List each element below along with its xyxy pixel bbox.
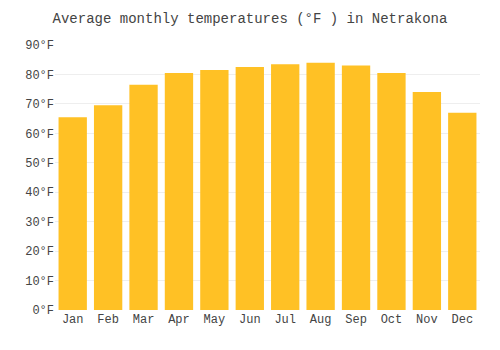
svg-text:Oct: Oct bbox=[381, 313, 403, 327]
svg-text:Average monthly temperatures (: Average monthly temperatures (°F ) in Ne… bbox=[53, 11, 448, 27]
svg-text:Nov: Nov bbox=[416, 313, 438, 327]
svg-text:70°F: 70°F bbox=[25, 98, 54, 112]
svg-text:Jul: Jul bbox=[274, 313, 296, 327]
svg-text:Dec: Dec bbox=[451, 313, 473, 327]
svg-text:Sep: Sep bbox=[345, 313, 367, 327]
svg-text:90°F: 90°F bbox=[25, 39, 54, 53]
svg-text:Mar: Mar bbox=[133, 313, 155, 327]
svg-text:May: May bbox=[204, 313, 226, 327]
svg-text:Aug: Aug bbox=[310, 313, 332, 327]
svg-text:50°F: 50°F bbox=[25, 157, 54, 171]
svg-text:80°F: 80°F bbox=[25, 69, 54, 83]
svg-text:10°F: 10°F bbox=[25, 275, 54, 289]
svg-text:0°F: 0°F bbox=[32, 304, 54, 318]
svg-text:Apr: Apr bbox=[168, 313, 190, 327]
svg-text:20°F: 20°F bbox=[25, 245, 54, 259]
svg-text:Feb: Feb bbox=[97, 313, 119, 327]
svg-text:Jan: Jan bbox=[62, 313, 84, 327]
svg-text:40°F: 40°F bbox=[25, 186, 54, 200]
svg-text:Jun: Jun bbox=[239, 313, 261, 327]
svg-text:60°F: 60°F bbox=[25, 128, 54, 142]
svg-text:30°F: 30°F bbox=[25, 216, 54, 230]
